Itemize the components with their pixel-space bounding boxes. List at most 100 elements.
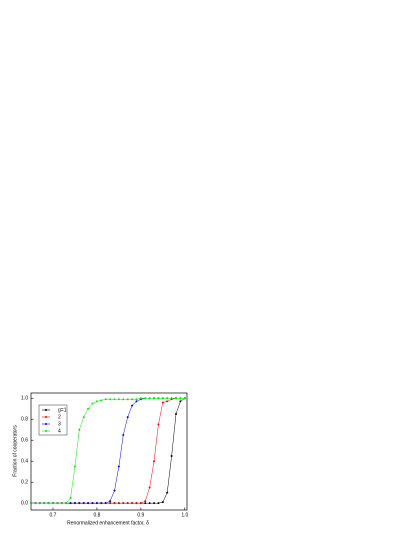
data-point (144, 502, 147, 505)
data-point (117, 465, 120, 468)
data-point (43, 502, 46, 505)
data-point (113, 489, 116, 492)
data-point (179, 397, 182, 400)
data-point (69, 502, 72, 505)
data-point (122, 398, 125, 401)
data-point (47, 502, 50, 505)
data-point (175, 412, 178, 415)
data-point (135, 398, 138, 401)
y-axis-label: Fraction of cooperators (12, 425, 18, 477)
data-point (34, 502, 37, 505)
data-point (91, 502, 94, 505)
plot-frame (30, 392, 188, 511)
data-point (109, 398, 112, 401)
data-point (157, 423, 160, 426)
data-point (175, 397, 178, 400)
data-point (161, 501, 164, 504)
legend-marker (45, 416, 47, 418)
series-line (31, 397, 185, 504)
data-point (60, 502, 63, 505)
data-point (148, 486, 151, 489)
data-point (183, 397, 186, 400)
legend-label: 3 (58, 421, 61, 427)
legend-marker (45, 423, 47, 425)
data-point (161, 401, 164, 404)
data-point (78, 502, 81, 505)
data-point (109, 500, 112, 503)
data-point (73, 465, 76, 468)
data-point (157, 502, 160, 505)
y-tick-label: 1.0 (21, 396, 28, 402)
data-point (166, 400, 169, 403)
data-point (122, 433, 125, 436)
data-point (56, 502, 59, 505)
data-point (166, 491, 169, 494)
data-point (131, 398, 134, 401)
y-tick-label: 0.6 (21, 438, 28, 444)
legend-label: 4 (58, 428, 61, 434)
data-point (161, 397, 164, 400)
data-point (109, 502, 112, 505)
data-point (91, 402, 94, 405)
data-point (131, 502, 134, 505)
data-point (78, 428, 81, 431)
data-point (144, 500, 147, 503)
data-point (153, 460, 156, 463)
data-point (95, 400, 98, 403)
data-point (30, 502, 32, 505)
y-tick-label: 0.4 (21, 459, 28, 465)
data-point (104, 398, 107, 401)
data-point (148, 502, 151, 505)
data-point (153, 502, 156, 505)
data-point (65, 502, 68, 505)
data-point (170, 454, 173, 457)
y-tick-label: 0.2 (21, 480, 28, 486)
x-axis-label: Renormalized enhancement factor, δ (67, 520, 149, 526)
data-point (139, 397, 142, 400)
x-tick-label: 0.8 (93, 512, 100, 518)
data-point (139, 502, 142, 505)
data-point (148, 397, 151, 400)
x-tick-label: 1.0 (181, 512, 188, 518)
data-point (113, 502, 116, 505)
data-point (157, 397, 160, 400)
data-point (113, 398, 116, 401)
y-tick-label: 0.0 (21, 501, 28, 507)
legend-box (38, 404, 68, 436)
data-point (69, 496, 72, 499)
data-point (166, 397, 169, 400)
series-line (31, 397, 185, 504)
data-point (122, 502, 125, 505)
legend-marker (45, 409, 47, 411)
data-point (73, 502, 76, 505)
x-tick-label: 0.7 (49, 512, 56, 518)
data-point (100, 399, 103, 402)
data-point (38, 502, 41, 505)
data-point (82, 416, 85, 419)
data-point (126, 398, 129, 401)
legend-label: 2 (58, 414, 61, 420)
data-point (104, 502, 107, 505)
data-point (144, 397, 147, 400)
data-point (153, 397, 156, 400)
data-point (117, 398, 120, 401)
data-point (170, 397, 173, 400)
data-point (135, 502, 138, 505)
data-point (135, 400, 138, 403)
data-point (126, 502, 129, 505)
data-point (126, 416, 129, 419)
data-point (87, 502, 90, 505)
data-point (95, 502, 98, 505)
data-point (179, 400, 182, 403)
series-line (31, 397, 185, 504)
data-point (51, 502, 54, 505)
data-point (87, 407, 90, 410)
legend-marker (45, 430, 47, 432)
x-tick-label: 0.9 (137, 512, 144, 518)
data-point (100, 502, 103, 505)
data-point (82, 502, 85, 505)
data-point (117, 502, 120, 505)
data-point (131, 404, 134, 407)
legend-label: g=1 (58, 407, 67, 413)
